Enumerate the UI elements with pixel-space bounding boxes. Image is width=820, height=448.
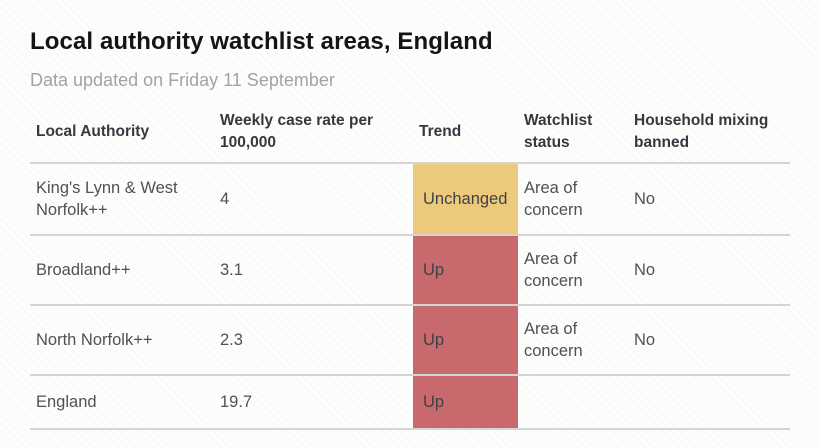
table-row: King's Lynn & West Norfolk++ 4 Unchanged Ar… <box>30 163 790 237</box>
cell-trend: Up <box>413 305 518 377</box>
cell-trend: Unchanged <box>413 163 518 237</box>
table-header-row: Local Authority Weekly case rate per 100… <box>30 101 790 165</box>
column-header-trend: Trend <box>413 101 518 165</box>
cell-local-authority: Broadland++ <box>30 235 214 307</box>
cell-watchlist-status: Area of concern <box>518 305 628 377</box>
cell-household-mixing: No <box>628 235 790 307</box>
page-subtitle: Data updated on Friday 11 September <box>30 69 335 90</box>
cell-local-authority: England <box>30 375 214 431</box>
cell-watchlist-status: Area of concern <box>518 163 628 237</box>
cell-weekly-case-rate: 3.1 <box>214 235 413 307</box>
column-header-watchlist-status: Watchlist status <box>518 101 628 165</box>
cell-weekly-case-rate: 19.7 <box>214 375 413 431</box>
cell-watchlist-status: Area of concern <box>518 235 628 307</box>
table-row: England 19.7 Up <box>30 375 790 431</box>
cell-local-authority: North Norfolk++ <box>30 305 214 377</box>
cell-household-mixing <box>628 375 790 431</box>
cell-local-authority: King's Lynn & West Norfolk++ <box>30 163 214 237</box>
column-header-local-authority: Local Authority <box>30 101 214 165</box>
table-body: King's Lynn & West Norfolk++ 4 Unchanged Ar… <box>30 163 790 431</box>
cell-watchlist-status <box>518 375 628 431</box>
cell-trend: Up <box>413 235 518 307</box>
cell-weekly-case-rate: 4 <box>214 163 413 237</box>
cell-weekly-case-rate: 2.3 <box>214 305 413 377</box>
table-row: Broadland++ 3.1 Up Area of concern No <box>30 235 790 307</box>
table-row: North Norfolk++ 2.3 Up Area of concern No <box>30 305 790 377</box>
cell-household-mixing: No <box>628 163 790 237</box>
column-header-household-mixing: Household mixing banned <box>628 101 790 165</box>
page-title: Local authority watchlist areas, England <box>30 28 493 55</box>
watchlist-table: Local Authority Weekly case rate per 100… <box>30 101 790 431</box>
cell-trend: Up <box>413 375 518 431</box>
column-header-weekly-case-rate: Weekly case rate per 100,000 <box>214 101 413 165</box>
cell-household-mixing: No <box>628 305 790 377</box>
